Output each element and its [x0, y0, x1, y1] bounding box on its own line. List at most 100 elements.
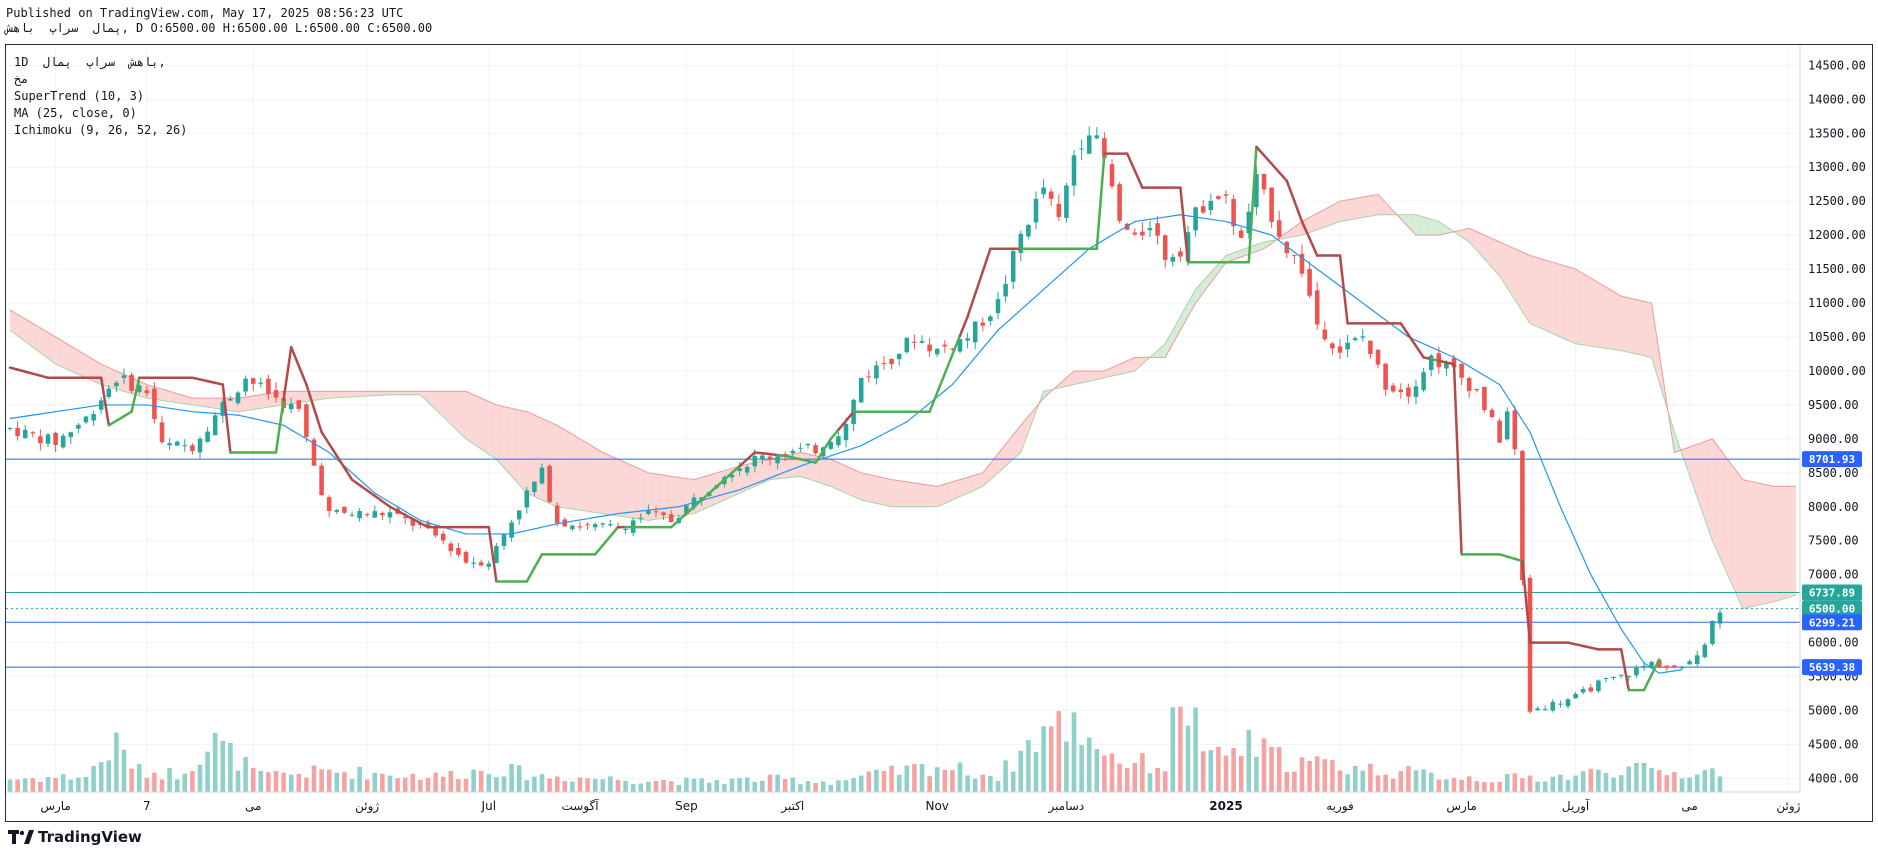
- volume-bar: [121, 749, 127, 792]
- cloud-segment: [1134, 357, 1143, 371]
- supertrend-segment: [411, 517, 422, 525]
- price-level-tag-text: 6737.89: [1809, 586, 1855, 599]
- candle-body: [988, 316, 993, 321]
- volume-bar: [129, 768, 134, 792]
- cloud-segment: [602, 452, 611, 515]
- candle-body: [608, 524, 613, 526]
- candle-body: [159, 422, 165, 443]
- supertrend-segment: [1277, 171, 1289, 183]
- supertrend-segment: [305, 383, 316, 410]
- time-tick-label: آوریل: [1562, 798, 1590, 814]
- time-tick-label: Jul: [481, 799, 496, 813]
- cloud-segment: [732, 466, 740, 497]
- volume-bar: [243, 756, 248, 792]
- cloud-segment: [314, 391, 322, 401]
- supertrend-segment: [745, 451, 757, 461]
- time-axis[interactable]: مارس 7 می ژوئن Jul آگوست Sep اکتبر Nov دسامبر 2025…: [6, 791, 1801, 814]
- cloud-segment: [1575, 269, 1584, 345]
- cloud-segment: [1758, 483, 1766, 606]
- volume-bar: [889, 765, 894, 792]
- cloud-segment: [929, 485, 938, 507]
- volume-bar: [1056, 711, 1062, 792]
- candle-body: [1618, 674, 1624, 676]
- volume-bar: [562, 781, 568, 792]
- supertrend-segment: [951, 334, 962, 356]
- supertrend-segment: [685, 505, 696, 515]
- cloud-segment: [1568, 266, 1576, 344]
- volume-bar: [1580, 771, 1586, 792]
- cloud-segment: [1127, 357, 1135, 373]
- candle-body: [1375, 349, 1381, 365]
- cloud-segment: [397, 391, 406, 395]
- candle-body: [1368, 340, 1373, 354]
- supertrend-segment: [1247, 145, 1258, 264]
- volume-bar: [1147, 773, 1153, 792]
- legend-ma[interactable]: MA (25, close, 0): [14, 106, 137, 120]
- candle-body: [1132, 232, 1138, 235]
- candle-body: [311, 439, 317, 466]
- time-tick-label: 2025: [1209, 799, 1242, 813]
- candle-body: [1048, 191, 1054, 199]
- cloud-segment: [473, 394, 482, 450]
- legend-supertrend[interactable]: SuperTrend (10, 3): [14, 89, 145, 103]
- supertrend-segment: [1407, 333, 1418, 348]
- price-level-tag: [1802, 659, 1862, 676]
- cloud-segment: [1431, 219, 1439, 236]
- supertrend-segment: [1133, 169, 1144, 189]
- price-tick-label: 6000.00: [1808, 636, 1859, 650]
- volume-bar: [463, 778, 469, 792]
- volume-bar: [1421, 769, 1426, 792]
- volume-bar: [1459, 779, 1464, 792]
- volume-bar: [167, 768, 172, 792]
- supertrend-segment: [601, 534, 612, 547]
- candle-body: [1010, 250, 1016, 282]
- volume-bar: [1360, 770, 1366, 792]
- volume-bar: [547, 778, 552, 792]
- candle-body: [1140, 231, 1145, 236]
- volume-bar: [790, 777, 796, 792]
- candle-body: [114, 382, 119, 387]
- volume-bar: [1451, 777, 1457, 792]
- candle-body: [1216, 196, 1221, 199]
- supertrend-segment: [943, 353, 954, 375]
- cloud-segment: [906, 481, 915, 507]
- candle-body: [478, 562, 484, 566]
- supertrend-segment: [761, 452, 772, 456]
- price-axis[interactable]: 4000.004500.005000.005500.006000.006500.…: [1799, 45, 1866, 792]
- volume-bar: [927, 776, 932, 792]
- volume-bar: [45, 777, 51, 792]
- candle-body: [1489, 409, 1495, 418]
- cloud-segment: [1203, 272, 1211, 293]
- price-tick-label: 10500.00: [1808, 330, 1866, 344]
- candle-body: [266, 378, 271, 395]
- cloud-segment: [420, 391, 428, 403]
- volume-bar: [288, 774, 294, 792]
- cloud-segment: [1066, 370, 1074, 387]
- chart-panel[interactable]: [5, 44, 1873, 822]
- candle-body: [212, 415, 218, 436]
- candle-body: [638, 517, 644, 519]
- candle-body: [326, 497, 332, 511]
- supertrend-segment: [1422, 356, 1433, 361]
- legend-ichimoku[interactable]: Ichimoku (9, 26, 52, 26): [14, 123, 188, 137]
- cloud-segment: [450, 391, 459, 432]
- supertrend-segment: [1262, 154, 1273, 166]
- volume-bar: [1162, 771, 1168, 792]
- candle-body: [235, 392, 241, 404]
- cloud-segment: [329, 391, 337, 399]
- candle-body: [1664, 665, 1670, 667]
- volume-bar: [942, 769, 948, 792]
- volume-bar: [1010, 771, 1016, 792]
- volume-bar: [273, 771, 279, 792]
- volume-bar: [775, 774, 780, 792]
- cloud-segment: [830, 459, 839, 490]
- volume-bar: [1618, 775, 1624, 792]
- candle-body: [585, 524, 590, 526]
- supertrend-segment: [1270, 162, 1281, 174]
- cloud-segment: [914, 483, 922, 507]
- cloud-segment: [1765, 484, 1774, 604]
- cloud-segment: [245, 395, 254, 411]
- volume-bar: [1071, 712, 1077, 792]
